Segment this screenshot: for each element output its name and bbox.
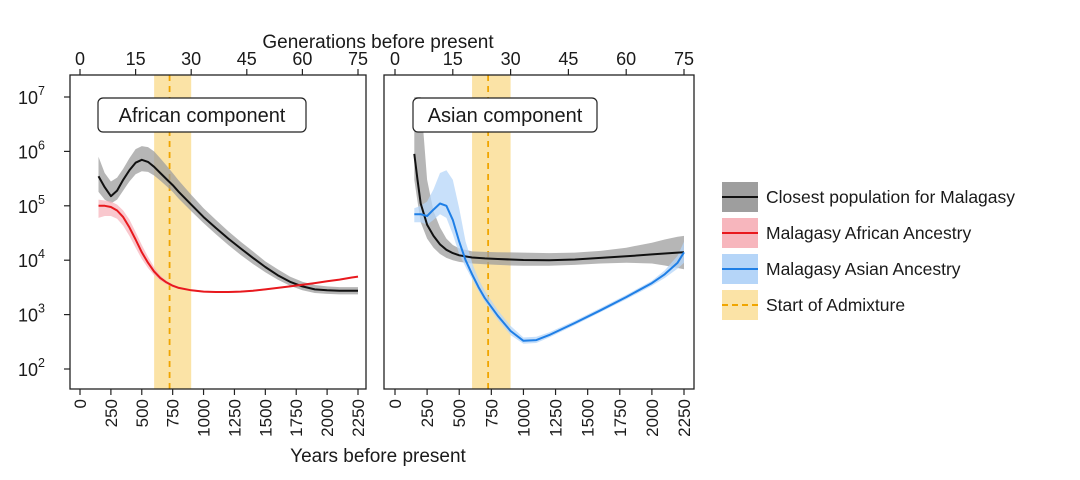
asian-panel-title: Asian component	[428, 105, 583, 127]
african-panel-frame	[69, 74, 367, 390]
top-tick-label: 15	[126, 49, 146, 69]
confidence-band-1	[98, 199, 358, 293]
y-tick-labels: 107 106 105 104 103 102	[18, 84, 70, 380]
african-title-box	[97, 97, 307, 133]
legend-label-asian-ancestry: Malagasy Asian Ancestry	[766, 259, 961, 279]
african-axis-ticks: 0 250 500 750 1000 1250 1500 1750 2000 2250 0 15 30 4…	[71, 49, 368, 437]
x-tick-label: 1000	[195, 399, 214, 437]
x-tick-label: 250	[102, 399, 121, 427]
x-tick-label: 750	[164, 399, 183, 427]
x-tick-label: 0	[71, 399, 90, 408]
legend-label-closest-population: Closest population for Malagasy	[766, 187, 1015, 207]
x-tick-label: 2250	[675, 399, 694, 437]
legend-item-closest-population: Closest population for Malagasy	[722, 182, 1015, 212]
top-tick-label: 0	[390, 49, 400, 69]
x-tick-label: 1000	[514, 399, 533, 437]
african-series-layer	[97, 146, 359, 295]
asian-title-box	[412, 97, 598, 133]
top-tick-label: 60	[292, 49, 312, 69]
confidence-band-0	[98, 146, 358, 295]
top-tick-label: 75	[348, 49, 368, 69]
x-tick-label: 1500	[256, 399, 275, 437]
x-tick-label: 750	[482, 399, 501, 427]
x-tick-label: 250	[418, 399, 437, 427]
top-tick-label: 30	[181, 49, 201, 69]
legend-label-african-ancestry: Malagasy African Ancestry	[766, 223, 971, 243]
series-line-1	[414, 202, 685, 342]
confidence-band-1	[414, 170, 684, 344]
y-tick-label: 107	[18, 84, 45, 108]
top-tick-label: 30	[501, 49, 521, 69]
legend-item-asian-ancestry: Malagasy Asian Ancestry	[722, 254, 961, 284]
confidence-band-0	[414, 97, 684, 270]
top-tick-label: 60	[616, 49, 636, 69]
bottom-axis-title: Years before present	[290, 446, 466, 467]
y-tick-label: 103	[18, 302, 45, 326]
x-tick-label: 1250	[225, 399, 244, 437]
top-tick-label: 45	[558, 49, 578, 69]
top-axis-title: Generations before present	[262, 32, 494, 53]
series-line-0	[97, 158, 358, 292]
x-tick-label: 2250	[349, 399, 368, 437]
x-tick-label: 1750	[287, 399, 306, 437]
x-tick-label: 1500	[579, 399, 598, 437]
x-tick-label: 2000	[318, 399, 337, 437]
series-line-0	[413, 153, 685, 262]
legend-item-start-of-admixture: Start of Admixture	[722, 290, 905, 320]
asian-series-layer	[413, 97, 685, 344]
x-tick-label: 1750	[611, 399, 630, 437]
asian-panel-frame	[383, 74, 695, 390]
y-tick-label: 106	[18, 138, 45, 162]
legend: Closest population for Malagasy Malagasy…	[722, 182, 1015, 320]
x-tick-label: 0	[386, 399, 405, 408]
asian-axis-ticks: 0 250 500 750 1000 1250 1500 1750 2000 2250 0 15 30 4…	[386, 49, 694, 437]
top-tick-label: 0	[75, 49, 85, 69]
x-tick-label: 2000	[643, 399, 662, 437]
top-tick-label: 75	[674, 49, 694, 69]
african-component-panel: 0 250 500 750 1000 1250 1500 1750 2000 2250 0 15 30 4…	[69, 49, 368, 437]
top-tick-label: 15	[443, 49, 463, 69]
x-tick-label: 500	[133, 399, 152, 427]
x-tick-label: 500	[450, 399, 469, 427]
legend-label-start-of-admixture: Start of Admixture	[766, 295, 905, 315]
y-axis: 107 106 105 104 103 102	[18, 84, 70, 380]
y-tick-label: 102	[18, 356, 45, 380]
african-panel-title: African component	[119, 105, 286, 127]
y-tick-label: 104	[18, 247, 45, 271]
top-tick-label: 45	[237, 49, 257, 69]
legend-item-african-ancestry: Malagasy African Ancestry	[722, 218, 971, 248]
y-tick-label: 105	[18, 193, 45, 217]
series-line-1	[98, 204, 359, 293]
x-tick-label: 1250	[547, 399, 566, 437]
asian-component-panel: 0 250 500 750 1000 1250 1500 1750 2000 2250 0 15 30 4…	[383, 49, 695, 437]
